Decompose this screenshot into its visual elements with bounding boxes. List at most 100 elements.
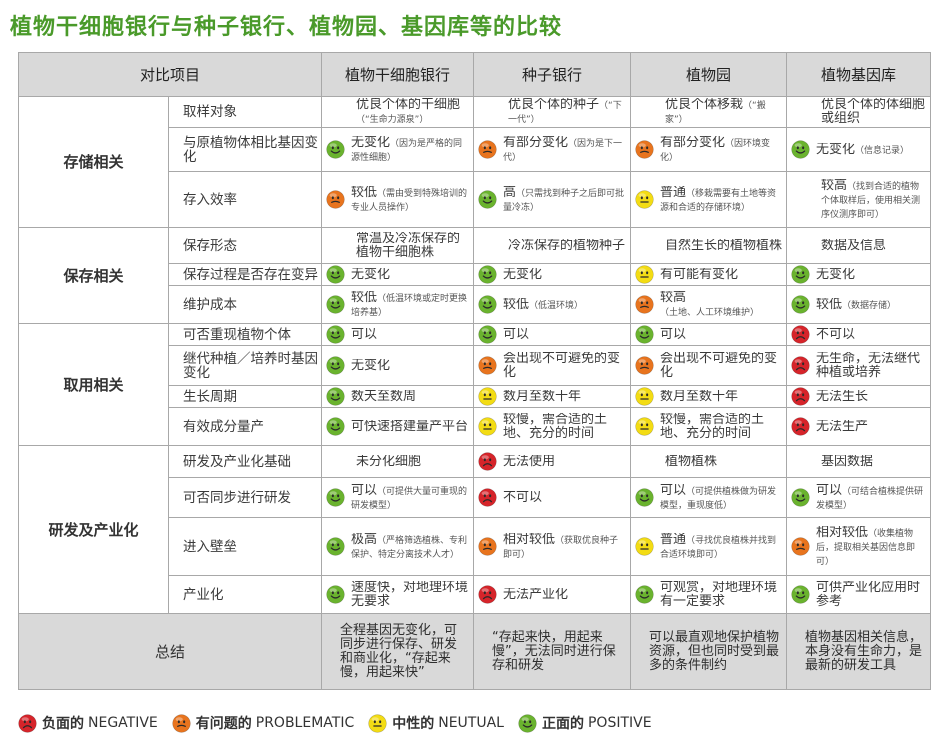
cell-text: 无变化（信息记录）	[816, 143, 926, 157]
row-item-label: 保存形态	[167, 227, 323, 264]
cell-content: 较慢，需合适的土地、充分的时间	[635, 413, 782, 441]
cell-content: 较低（需由受到特殊培训的专业人员操作）	[326, 186, 469, 214]
cell-main-text: 数月至数十年	[503, 389, 582, 404]
cell-main-text: 优良个体的干细胞	[356, 98, 461, 112]
cell-text: 较低（低温环境或定时更换培养基）	[351, 291, 469, 319]
negative-face-icon	[478, 452, 497, 471]
table-row: 取用相关 可否重现植物个体 可以 可以 可以 不可以	[18, 323, 932, 446]
negative-face-icon	[791, 417, 810, 436]
cell-content: 无法生产	[791, 417, 926, 436]
legend-cn-label: 有问题的	[195, 716, 252, 732]
neutral-face-icon	[478, 387, 497, 406]
legend-en-label: PROBLEMATIC	[255, 715, 355, 731]
comparison-cell: 较低（低温环境或定时更换培养基）	[321, 285, 475, 324]
cell-main-text: 基因数据	[821, 454, 874, 469]
cell-content: 常温及冷冻保存的植物干细胞株	[326, 232, 469, 260]
comparison-cell: 无变化	[473, 263, 632, 286]
cell-content: 数据及信息	[791, 239, 926, 253]
table-row: 产业化 速度快，对地理环境无要求 无法产业化 可观赏，对地理环境有一定要求 可供产业化应…	[19, 575, 932, 614]
row-item-label: 进入壁垒	[167, 517, 323, 576]
cell-note-text: （土地、人工环境维护）	[660, 307, 760, 318]
cell-note-text: （严格筛选植株、专利保护、特定分离技术人才）	[351, 535, 468, 560]
cell-note-text: （可提供植株做为研发模型，重现度低）	[660, 486, 777, 511]
neutral-face-icon	[635, 417, 654, 436]
legend-cn-label: 中性的	[392, 716, 435, 732]
positive-face-icon	[326, 387, 345, 406]
problematic-face-icon	[478, 537, 497, 556]
cell-text: 可以（可提供植株做为研发模型，重现度低）	[660, 484, 782, 512]
comparison-cell: 可以（可结合植株提供研发模型）	[786, 477, 932, 518]
comparison-cell: 可供产业化应用时参考	[786, 575, 932, 614]
comparison-cell: 优良个体的干细胞 （“生命力源泉”）	[321, 96, 475, 128]
legend-en-label: NEGATIVE	[88, 715, 158, 731]
comparison-cell: 无变化（因为是严格的同源性细胞）	[321, 127, 475, 172]
comparison-cell: 可观赏，对地理环境有一定要求	[630, 575, 788, 614]
cell-text: 自然生长的植物植株	[635, 239, 782, 253]
cell-note-text: （“生命力源泉”）	[356, 115, 429, 125]
cell-text: 无变化	[503, 268, 626, 282]
comparison-cell: 无变化	[321, 345, 475, 386]
cell-text: 可快速搭建量产平台	[351, 420, 469, 434]
legend-item-positive: 正面的 POSITIVE	[518, 713, 652, 733]
row-item-label: 存入效率	[167, 171, 323, 228]
cell-main-text: 可观赏，对地理环境有一定要求	[660, 580, 778, 609]
cell-content: 普通（移栽需要有土地等资源和合适的存储环境）	[635, 186, 782, 214]
cell-text: 无变化	[816, 268, 926, 282]
cell-main-text: 可以	[660, 327, 687, 342]
cell-main-text: 较慢，需合适的土地、充分的时间	[660, 412, 765, 441]
category-label: 取用相关	[18, 323, 169, 446]
comparison-cell: 无变化（信息记录）	[786, 127, 932, 172]
negative-face-icon	[478, 585, 497, 604]
cell-content: 未分化细胞	[326, 455, 469, 469]
table-row: 保存相关 保存形态 常温及冷冻保存的植物干细胞株 冷冻保存的植物种子 自然生长的植物植株…	[18, 227, 932, 324]
positive-face-icon	[478, 325, 497, 344]
cell-text: 无法生产	[816, 420, 926, 434]
cell-content: 可以	[478, 325, 626, 344]
negative-face-icon	[791, 325, 810, 344]
cell-content: 相对较低（收集植物后，提取相关基因信息即可）	[791, 526, 926, 568]
row-item-label: 继代种植／培养时基因变化	[167, 345, 323, 386]
cell-content: 普通（寻找优良植株并找到合适环境即可）	[635, 533, 782, 561]
cell-text: 较慢，需合适的土地、充分的时间	[660, 413, 782, 441]
summary-cell: “存起来快，用起来慢”，无法同时进行保存和研发	[473, 613, 632, 690]
table-row: 继代种植／培养时基因变化 无变化 会出现不可避免的变化 会出现不可避免的变化 无生命，无…	[19, 345, 932, 386]
comparison-cell: 普通（移栽需要有土地等资源和合适的存储环境）	[630, 171, 788, 228]
summary-cell: 可以最直观地保护植物资源，但也同时受到最多的条件制约	[630, 613, 788, 690]
cell-text: 可观赏，对地理环境有一定要求	[660, 581, 782, 609]
cell-content: 优良个体的干细胞 （“生命力源泉”）	[326, 98, 469, 126]
cell-main-text: 优良个体的种子	[508, 98, 600, 112]
comparison-cell: 不可以	[473, 477, 632, 518]
cell-text: 优良个体的种子（“下一代”）	[478, 98, 626, 126]
cell-text: 可以（可提供大量可重现的研发模型）	[351, 484, 469, 512]
cell-main-text: 数天至数周	[351, 389, 417, 404]
cell-text: 速度快，对地理环境无要求	[351, 581, 469, 609]
cell-note-text: （只需找到种子之后即可批量冷冻）	[503, 188, 625, 213]
positive-face-icon	[791, 295, 810, 314]
cell-content: 数月至数十年	[478, 387, 626, 406]
problematic-face-icon	[326, 190, 345, 209]
cell-main-text: 可以	[351, 327, 378, 342]
positive-face-icon	[635, 325, 654, 344]
cell-text: 无变化	[351, 359, 469, 373]
cell-content: 可以	[635, 325, 782, 344]
cell-text: 优良个体移栽（“搬家”）	[635, 98, 782, 126]
cell-note-text: （获取优良种子即可）	[503, 535, 619, 560]
comparison-cell: 可以	[321, 323, 475, 346]
neutral-face-icon	[368, 713, 387, 733]
cell-main-text: 相对较低	[816, 525, 869, 540]
header-col-gene-bank: 植物基因库	[786, 52, 932, 97]
cell-note-text: （信息记录）	[855, 145, 910, 156]
row-item-label: 生长周期	[167, 385, 323, 408]
positive-face-icon	[326, 265, 345, 284]
cell-note-text: （需由受到特殊培训的专业人员操作）	[351, 188, 468, 213]
cell-content: 高（只需找到种子之后即可批量冷冻）	[478, 186, 626, 214]
cell-content: 植物植株	[635, 455, 782, 469]
negative-face-icon	[478, 488, 497, 507]
positive-face-icon	[518, 713, 537, 733]
comparison-cell: 无变化	[786, 263, 932, 286]
problematic-face-icon	[791, 537, 810, 556]
neutral-face-icon	[478, 417, 497, 436]
cell-content: 可以	[326, 325, 469, 344]
problematic-face-icon	[478, 140, 497, 159]
cell-main-text: 有部分变化	[503, 135, 569, 150]
